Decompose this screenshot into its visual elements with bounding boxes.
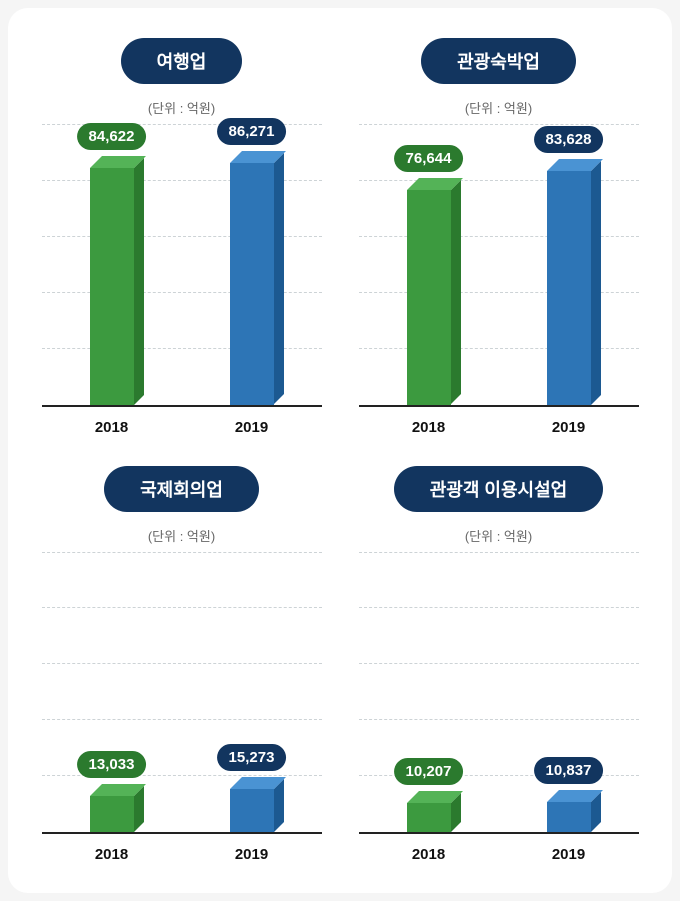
chart-plot: 13,033 15,273 xyxy=(42,553,322,835)
chart-area: 13,033 15,273 2018 2019 xyxy=(42,553,322,864)
bar-value-label: 10,207 xyxy=(394,758,464,785)
bar-value-label: 83,628 xyxy=(534,126,604,153)
bar-front xyxy=(230,789,274,832)
chart-panel: 국제회의업 (단위 : 억원) 13,033 15,273 2018 2019 xyxy=(28,466,335,864)
chart-unit: (단위 : 억원) xyxy=(465,526,532,545)
chart-panel: 관광숙박업 (단위 : 억원) 76,644 83,628 2018 2019 xyxy=(345,38,652,436)
bar-front xyxy=(230,163,274,404)
charts-card: 여행업(단위 : 억원)84,62286,27120182019관광숙박업(단위… xyxy=(8,8,672,893)
chart-unit: (단위 : 억원) xyxy=(148,526,215,545)
chart-title: 국제회의업 xyxy=(104,466,259,512)
chart-panel: 관광객 이용시설업 (단위 : 억원) 10,207 10,837 2018 2019 xyxy=(345,466,652,864)
chart-panel: 여행업(단위 : 억원)84,62286,27120182019 xyxy=(28,38,335,436)
bar-front xyxy=(90,796,134,832)
bars-container: 84,622 86,271 xyxy=(42,125,322,405)
x-axis-label: 2019 xyxy=(222,846,282,863)
bar-front xyxy=(90,168,134,405)
x-axis-label: 2018 xyxy=(399,419,459,436)
bar-side xyxy=(451,180,461,404)
bar-front xyxy=(407,190,451,404)
bar-value-label: 86,271 xyxy=(217,118,287,145)
chart-area: 76,644 83,628 2018 2019 xyxy=(359,125,639,436)
bars-container: 13,033 15,273 xyxy=(42,553,322,833)
bar: 10,837 xyxy=(539,553,599,833)
chart-unit: (단위 : 억원) xyxy=(465,98,532,117)
chart-unit: (단위 : 억원) xyxy=(148,98,215,117)
chart-plot: 84,622 86,271 xyxy=(42,125,322,407)
bar3d xyxy=(90,796,134,832)
bar3d xyxy=(547,802,591,832)
bars-container: 76,644 83,628 xyxy=(359,125,639,405)
bar3d xyxy=(90,168,134,405)
chart-title: 여행업 xyxy=(121,38,243,84)
bar: 83,628 xyxy=(539,125,599,405)
bar: 13,033 xyxy=(82,553,142,833)
x-axis-label: 2019 xyxy=(539,846,599,863)
x-axis-labels: 2018 2019 xyxy=(42,846,322,863)
chart-area: 84,622 86,271 2018 2019 xyxy=(42,125,322,436)
bar: 86,271 xyxy=(222,125,282,405)
bar-value-label: 84,622 xyxy=(77,123,147,150)
x-axis-label: 2018 xyxy=(399,846,459,863)
bar-front xyxy=(407,803,451,832)
chart-title: 관광숙박업 xyxy=(421,38,576,84)
chart-plot: 10,207 10,837 xyxy=(359,553,639,835)
bar3d xyxy=(547,171,591,405)
bar-value-label: 15,273 xyxy=(217,744,287,771)
x-axis-label: 2019 xyxy=(539,419,599,436)
x-axis-label: 2018 xyxy=(82,419,142,436)
x-axis-label: 2019 xyxy=(222,419,282,436)
bar: 15,273 xyxy=(222,553,282,833)
bar3d xyxy=(230,163,274,404)
bar3d xyxy=(407,190,451,404)
x-axis-labels: 2018 2019 xyxy=(42,419,322,436)
bar-front xyxy=(547,802,591,832)
bar: 76,644 xyxy=(399,125,459,405)
x-axis-label: 2018 xyxy=(82,846,142,863)
bars-container: 10,207 10,837 xyxy=(359,553,639,833)
bar-front xyxy=(547,171,591,405)
chart-title: 관광객 이용시설업 xyxy=(394,466,603,512)
chart-area: 10,207 10,837 2018 2019 xyxy=(359,553,639,864)
bar: 10,207 xyxy=(399,553,459,833)
x-axis-labels: 2018 2019 xyxy=(359,419,639,436)
bar-side xyxy=(134,158,144,405)
bar-value-label: 76,644 xyxy=(394,145,464,172)
x-axis-labels: 2018 2019 xyxy=(359,846,639,863)
chart-plot: 76,644 83,628 xyxy=(359,125,639,407)
bar-side xyxy=(274,153,284,404)
bar-side xyxy=(591,161,601,405)
bar3d xyxy=(407,803,451,832)
bar: 84,622 xyxy=(82,125,142,405)
bar-value-label: 10,837 xyxy=(534,757,604,784)
bar3d xyxy=(230,789,274,832)
bar-value-label: 13,033 xyxy=(77,751,147,778)
